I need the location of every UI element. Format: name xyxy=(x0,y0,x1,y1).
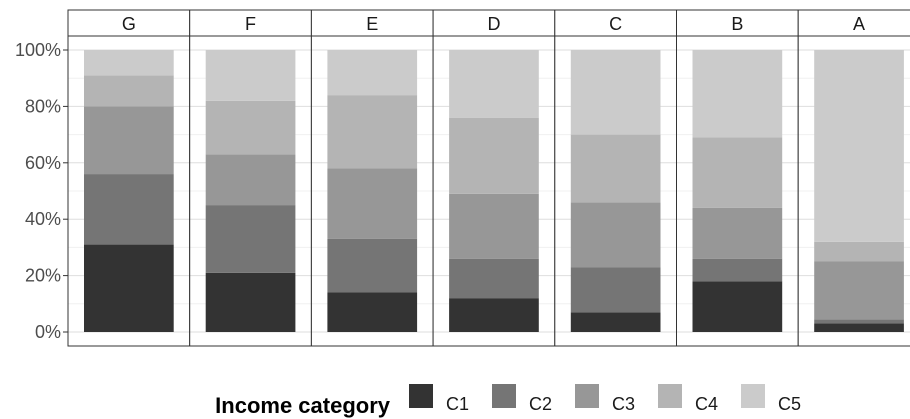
legend-item-C3: C3 xyxy=(575,384,635,414)
legend-label: C2 xyxy=(529,394,552,414)
bar-G-C5 xyxy=(84,50,174,76)
bar-D-C3 xyxy=(449,193,539,259)
facet-strip xyxy=(432,9,556,37)
facet-A: A xyxy=(797,9,910,347)
facet-label: E xyxy=(366,14,378,34)
legend-label: C3 xyxy=(612,394,635,414)
bar-E-C2 xyxy=(327,238,418,293)
bar-A-C1 xyxy=(814,323,904,332)
facet-strip xyxy=(67,9,191,37)
bar-G-C4 xyxy=(84,75,174,107)
legend-item-C5: C5 xyxy=(741,384,801,414)
facet-strip xyxy=(797,9,910,37)
bar-B-C1 xyxy=(692,281,783,332)
bar-B-C3 xyxy=(692,207,783,259)
bar-B-C4 xyxy=(692,137,783,208)
y-tick-label: 40% xyxy=(25,209,61,229)
bar-C-C4 xyxy=(570,134,661,203)
legend-item-C2: C2 xyxy=(492,384,552,414)
legend-key xyxy=(658,384,682,408)
bar-A-C2 xyxy=(814,319,904,324)
bar-G-C3 xyxy=(84,106,174,175)
bar-E-C4 xyxy=(327,95,418,169)
bar-G-C1 xyxy=(84,244,174,332)
bar-D-C4 xyxy=(449,117,539,194)
facet-label: D xyxy=(487,14,500,34)
bar-D-C1 xyxy=(449,298,539,332)
facet-label: C xyxy=(609,14,622,34)
bar-C-C2 xyxy=(570,267,661,313)
facet-label: F xyxy=(245,14,256,34)
bar-E-C1 xyxy=(327,292,418,332)
y-tick-label: 100% xyxy=(15,40,61,60)
facet-F: F xyxy=(189,9,312,347)
legend-title: Income category xyxy=(215,393,391,418)
bar-E-C5 xyxy=(327,50,418,96)
bar-F-C2 xyxy=(205,205,296,273)
bar-F-C3 xyxy=(205,154,296,206)
facet-label: A xyxy=(853,14,865,34)
bar-C-C5 xyxy=(570,50,661,135)
facet-strip xyxy=(310,9,434,37)
bar-D-C2 xyxy=(449,258,539,299)
legend-label: C1 xyxy=(446,394,469,414)
facet-B: B xyxy=(676,9,799,347)
legend-items: C1 C2 C3 C4 C5 xyxy=(409,384,801,414)
bar-G-C2 xyxy=(84,174,174,245)
legend-label: C4 xyxy=(695,394,718,414)
bar-F-C1 xyxy=(205,272,296,332)
bar-E-C3 xyxy=(327,168,418,239)
y-tick-label: 0% xyxy=(35,322,61,342)
bar-C-C1 xyxy=(570,312,661,332)
facet-G: G xyxy=(67,9,191,347)
y-tick-label: 80% xyxy=(25,96,61,116)
facet-E: E xyxy=(310,9,434,347)
legend-item-C4: C4 xyxy=(658,384,718,414)
bar-D-C5 xyxy=(449,50,539,118)
facet-strip xyxy=(554,9,677,37)
panel-border xyxy=(797,35,910,347)
bar-A-C5 xyxy=(814,50,904,242)
legend-label: C5 xyxy=(778,394,801,414)
legend-key xyxy=(575,384,599,408)
bar-F-C4 xyxy=(205,100,296,155)
bar-A-C3 xyxy=(814,261,904,320)
facet-label: B xyxy=(731,14,743,34)
legend-item-C1: C1 xyxy=(409,384,469,414)
y-tick-label: 60% xyxy=(25,153,61,173)
bar-B-C5 xyxy=(692,50,783,138)
legend-key xyxy=(492,384,516,408)
bar-B-C2 xyxy=(692,258,783,282)
legend: Income category C1 C2 C3 C4 C5 xyxy=(215,384,801,418)
y-axis: 0% 20% 40% 60% 80% 100% xyxy=(15,40,68,342)
bar-A-C4 xyxy=(814,241,904,262)
facet-D: D xyxy=(432,9,556,347)
facet-label: G xyxy=(122,14,136,34)
bar-F-C5 xyxy=(205,50,296,101)
facet-strip xyxy=(676,9,799,37)
facet-C: C xyxy=(554,9,677,347)
y-tick-label: 20% xyxy=(25,266,61,286)
legend-key xyxy=(409,384,433,408)
bar-C-C3 xyxy=(570,202,661,268)
legend-key xyxy=(741,384,765,408)
